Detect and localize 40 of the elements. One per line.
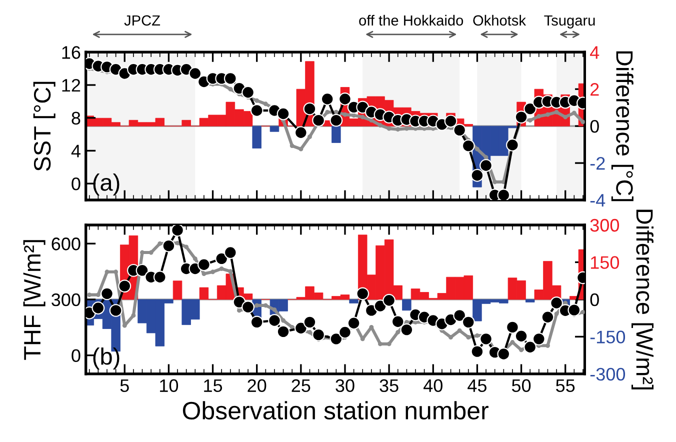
y-tick-label: 4	[71, 144, 80, 158]
y2-axis-title: Difference [°C]	[611, 51, 634, 202]
y2-tick-label: 4	[590, 46, 600, 59]
x-axis-title: Observation station number	[182, 401, 488, 420]
y-axis-title: THF [W/m²]	[23, 240, 46, 360]
y2-tick-label: -2	[590, 156, 605, 170]
y-tick-label: 16	[62, 46, 80, 59]
x-tick-label: 50	[512, 379, 531, 392]
y-tick-label: 12	[62, 78, 80, 92]
y2-tick-label: -4	[590, 194, 606, 207]
x-tick-label: 20	[248, 379, 266, 392]
x-tick-label: 35	[380, 379, 398, 392]
y2-tick-label: 150	[590, 256, 620, 269]
y2-tick-label: -300	[590, 368, 626, 381]
y-tick-label: 0	[72, 349, 80, 362]
y2-tick-label: 0	[590, 293, 599, 306]
band-label: Okhotsk	[473, 14, 526, 26]
x-tick-label: 55	[556, 379, 575, 392]
y-tick-label: 8	[72, 112, 80, 125]
x-tick-label: 25	[292, 379, 310, 392]
y-tick-label: 600	[52, 238, 80, 250]
y2-tick-label: -150	[590, 330, 626, 344]
y2-tick-label: 300	[590, 218, 620, 232]
x-tick-label: 40	[424, 379, 442, 392]
annotation: (a)	[93, 174, 120, 196]
band-label: JPCZ	[124, 15, 160, 26]
band-label: off the Hokkaido	[359, 14, 464, 26]
y-tick-label: 0	[72, 178, 80, 190]
y2-tick-label: 2	[590, 83, 599, 96]
y2-axis-title: Difference [W/m²]	[632, 210, 654, 390]
y-axis-title: SST [°C]	[33, 82, 56, 171]
x-tick-label: 45	[468, 379, 486, 392]
band-label: Tsugaru	[544, 15, 595, 28]
annotation: (b)	[93, 347, 120, 370]
x-tick-label: 10	[160, 379, 178, 392]
y-tick-label: 300	[52, 293, 80, 306]
x-tick-label: 5	[120, 379, 129, 392]
x-tick-label: 30	[336, 379, 354, 392]
x-tick-label: 15	[204, 379, 222, 392]
y2-tick-label: 0	[590, 120, 599, 133]
